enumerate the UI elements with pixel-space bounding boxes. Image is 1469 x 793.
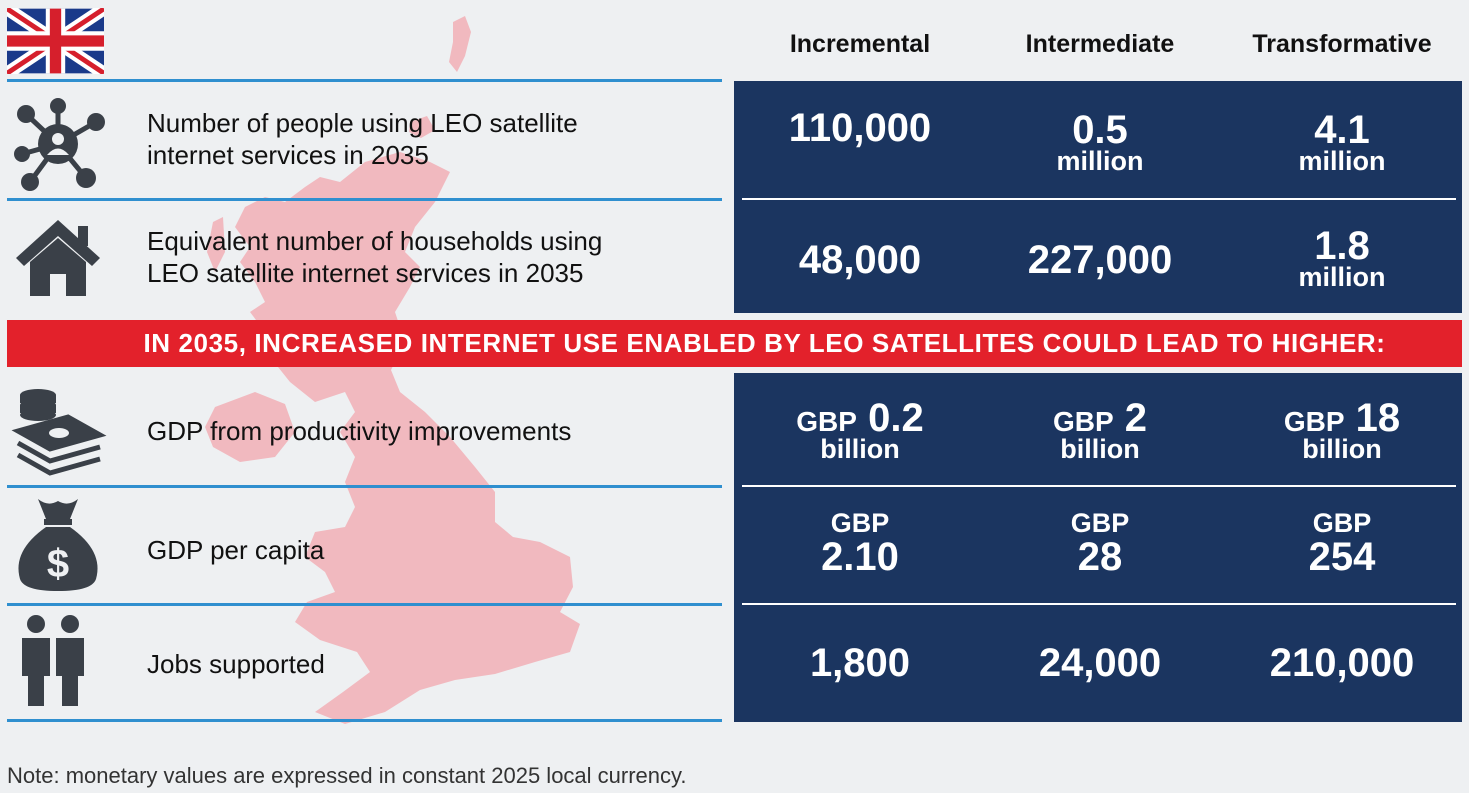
column-header-intermediate: Intermediate	[1025, 30, 1175, 58]
value-people-intermediate: 0.5 million	[980, 110, 1220, 175]
row-label-gdp-productivity: GDP from productivity improvements	[147, 416, 572, 446]
value-number: 18	[1355, 396, 1401, 440]
row-label-line: Equivalent number of households using	[147, 226, 603, 256]
row-rule	[7, 198, 722, 201]
coins-cash-icon	[11, 389, 107, 476]
row-rule	[7, 79, 722, 82]
value-unit: million	[1298, 146, 1386, 176]
value-people-incremental: 110,000	[740, 108, 980, 148]
value-currency: GBP	[1312, 508, 1372, 538]
values-panel-top	[734, 81, 1462, 313]
value-number: 4.1	[1314, 108, 1370, 152]
row-label-line: LEO satellite internet services in 2035	[147, 258, 584, 288]
money-bag-icon: $	[18, 499, 98, 591]
value-number: 28	[1077, 535, 1123, 579]
row-label-line: Number of people using LEO satellite	[147, 108, 578, 138]
value-number: 1,800	[809, 641, 911, 685]
section-banner: IN 2035, INCREASED INTERNET USE ENABLED …	[7, 320, 1462, 367]
row-rule	[7, 603, 722, 606]
row-label-line: internet services in 2035	[147, 140, 429, 170]
value-capita-intermediate: GBP 28	[980, 508, 1220, 579]
values-panel-bottom	[734, 373, 1462, 722]
value-number: 0.2	[868, 396, 924, 440]
row-rule	[7, 719, 722, 722]
row-label-households: Equivalent number of households using LE…	[147, 225, 717, 289]
value-households-incremental: 48,000	[740, 240, 980, 280]
value-number: 48,000	[798, 238, 922, 282]
row-rule	[7, 485, 722, 488]
column-header-transformative: Transformative	[1252, 30, 1432, 58]
value-gdp-incremental: GBP 0.2 billion	[740, 398, 980, 463]
panel-divider	[742, 198, 1456, 200]
value-currency: GBP	[1052, 406, 1114, 437]
value-jobs-transformative: 210,000	[1222, 643, 1462, 683]
value-number: 2.10	[821, 535, 899, 579]
value-unit: billion	[1060, 434, 1140, 464]
value-gdp-transformative: GBP 18 billion	[1222, 398, 1462, 463]
value-number: 0.5	[1072, 108, 1128, 152]
house-icon	[16, 220, 100, 296]
value-jobs-intermediate: 24,000	[980, 643, 1220, 683]
panel-divider	[742, 603, 1456, 605]
value-currency: GBP	[1283, 406, 1345, 437]
value-number: 1.8	[1314, 224, 1370, 268]
people-icon	[22, 615, 84, 706]
value-currency: GBP	[796, 406, 857, 437]
value-people-transformative: 4.1 million	[1222, 110, 1462, 175]
row-label-gdp-per-capita: GDP per capita	[147, 535, 325, 565]
value-households-transformative: 1.8 million	[1222, 226, 1462, 291]
value-number: 110,000	[788, 106, 932, 150]
uk-map-silhouette	[205, 16, 580, 724]
value-number: 227,000	[1027, 238, 1173, 282]
row-label-people: Number of people using LEO satellite int…	[147, 107, 717, 171]
value-households-intermediate: 227,000	[980, 240, 1220, 280]
value-currency: GBP	[830, 508, 890, 538]
row-label-jobs: Jobs supported	[147, 649, 325, 679]
value-unit: million	[1298, 262, 1386, 292]
network-person-icon	[14, 98, 105, 191]
value-jobs-incremental: 1,800	[740, 643, 980, 683]
value-gdp-intermediate: GBP 2 billion	[980, 398, 1220, 463]
panel-divider	[742, 485, 1456, 487]
column-header-incremental: Incremental	[789, 30, 931, 58]
value-unit: billion	[820, 434, 900, 464]
uk-flag-icon	[7, 8, 104, 74]
value-capita-incremental: GBP 2.10	[740, 508, 980, 579]
value-number: 2	[1124, 396, 1148, 440]
footnote: Note: monetary values are expressed in c…	[7, 763, 687, 788]
value-number: 24,000	[1038, 641, 1162, 685]
value-number: 254	[1308, 535, 1376, 579]
value-currency: GBP	[1070, 508, 1130, 538]
svg-text:$: $	[47, 542, 69, 586]
value-unit: million	[1056, 146, 1144, 176]
value-unit: billion	[1302, 434, 1382, 464]
value-number: 210,000	[1269, 641, 1415, 685]
value-capita-transformative: GBP 254	[1222, 508, 1462, 579]
